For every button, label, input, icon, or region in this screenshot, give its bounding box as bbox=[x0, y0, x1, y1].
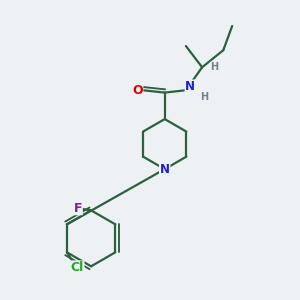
Text: N: N bbox=[185, 80, 195, 93]
Text: H: H bbox=[210, 62, 218, 72]
Text: F: F bbox=[74, 202, 82, 214]
Text: O: O bbox=[132, 84, 143, 97]
Text: H: H bbox=[200, 92, 208, 102]
Text: N: N bbox=[160, 163, 170, 176]
Text: Cl: Cl bbox=[70, 261, 84, 274]
